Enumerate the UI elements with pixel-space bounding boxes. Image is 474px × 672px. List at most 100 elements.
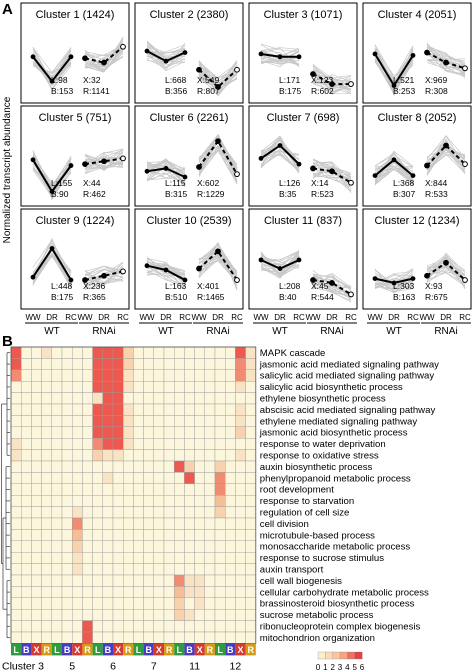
heatmap-cell bbox=[31, 529, 42, 542]
heatmap-cell bbox=[194, 506, 206, 519]
heatmap-cell bbox=[214, 346, 226, 359]
heatmap-cell bbox=[102, 438, 114, 450]
heatmap-cell bbox=[61, 438, 73, 450]
profile-line bbox=[260, 252, 300, 262]
heatmap-cell bbox=[194, 563, 206, 576]
heatmap-cell bbox=[245, 540, 257, 553]
x-tick-label: WW bbox=[191, 313, 207, 322]
heatmap-cell bbox=[112, 449, 124, 462]
heatmap-cell bbox=[10, 506, 22, 519]
rnai-mean-point bbox=[196, 164, 202, 170]
heatmap-cell bbox=[21, 483, 32, 496]
x-tick-label: DR bbox=[274, 313, 286, 322]
heatmap-cell bbox=[92, 381, 103, 393]
heatmap-cell bbox=[224, 563, 236, 576]
column-letter-box bbox=[62, 643, 73, 656]
heatmap-cluster-labels: Cluster 3 5 6 7 11 12 bbox=[2, 660, 241, 672]
heatmap-cell bbox=[214, 415, 226, 427]
wt-mean-point bbox=[68, 277, 74, 283]
heatmap-cell bbox=[143, 460, 155, 473]
heatmap-cell bbox=[224, 620, 236, 633]
heatmap-cell bbox=[163, 346, 175, 359]
heatmap-cell bbox=[10, 517, 22, 530]
heatmap-cell bbox=[112, 586, 124, 599]
heatmap-cell bbox=[133, 620, 144, 633]
heatmap-cell bbox=[92, 620, 103, 633]
heatmap-cell bbox=[173, 529, 185, 542]
x-tick-label: RC bbox=[459, 313, 471, 322]
heatmap-cell bbox=[122, 381, 134, 393]
heatmap-cell bbox=[245, 529, 257, 542]
column-letter: L bbox=[54, 645, 60, 655]
heatmap-cell bbox=[235, 597, 246, 610]
heatmap-cell bbox=[71, 574, 83, 587]
heatmap-cell bbox=[224, 529, 236, 542]
heatmap-cell bbox=[61, 381, 73, 393]
legend-swatch bbox=[317, 651, 326, 660]
row-label: root development bbox=[260, 485, 334, 496]
profile-line bbox=[260, 47, 300, 51]
heatmap-cell bbox=[61, 563, 73, 576]
x-tick-label: WW bbox=[419, 313, 435, 322]
heatmap-cell bbox=[204, 358, 216, 370]
cluster-stat: L:521 bbox=[393, 75, 415, 85]
rnai-mean-point bbox=[462, 161, 468, 168]
profile-line bbox=[312, 63, 352, 95]
cluster-frame bbox=[362, 2, 472, 104]
heatmap-cell bbox=[153, 483, 165, 496]
heatmap-cell bbox=[173, 415, 185, 427]
profile-line bbox=[198, 242, 238, 281]
column-letter-box bbox=[153, 643, 164, 656]
row-label: cell division bbox=[260, 519, 309, 530]
heatmap-cell bbox=[143, 631, 155, 644]
profile-line bbox=[374, 270, 414, 287]
profile-line bbox=[260, 137, 300, 172]
group-label: RNAi bbox=[92, 326, 115, 337]
heatmap-cell bbox=[153, 540, 165, 553]
heatmap-cell bbox=[122, 472, 134, 484]
profile-line bbox=[84, 44, 124, 73]
column-letter: R bbox=[166, 645, 173, 655]
cluster-stat: L:115 bbox=[165, 178, 186, 188]
wt-mean-point bbox=[258, 257, 264, 263]
column-letter: L bbox=[95, 645, 101, 655]
heatmap-cell bbox=[82, 506, 93, 519]
heatmap-cell bbox=[122, 563, 134, 576]
heatmap-cell bbox=[41, 403, 52, 416]
profile-line bbox=[260, 50, 300, 63]
heatmap-cell bbox=[102, 495, 114, 507]
heatmap-cell bbox=[214, 529, 226, 542]
heatmap-cell bbox=[204, 609, 216, 621]
heatmap-cell bbox=[224, 574, 236, 587]
rnai-mean-point bbox=[215, 84, 221, 90]
x-tick-label: WW bbox=[139, 313, 155, 322]
rnai-mean-point bbox=[234, 66, 240, 73]
rnai-mean-point bbox=[329, 81, 335, 87]
heatmap-cell bbox=[10, 574, 22, 587]
rnai-mean-line bbox=[426, 144, 466, 167]
heatmap-cell bbox=[133, 517, 144, 530]
heatmap-cell bbox=[41, 506, 52, 519]
cluster-stat: B:90 bbox=[51, 189, 69, 199]
heatmap-cell bbox=[31, 403, 42, 416]
heatmap-cell bbox=[61, 517, 73, 530]
heatmap-cell bbox=[214, 586, 226, 599]
heatmap-cell bbox=[163, 586, 175, 599]
profile-line bbox=[32, 156, 72, 187]
heatmap-cell bbox=[194, 472, 206, 484]
profile-line bbox=[84, 265, 124, 274]
profile-line bbox=[312, 65, 352, 81]
heatmap-cell bbox=[122, 574, 134, 587]
profile-line bbox=[84, 52, 124, 72]
wt-mean-point bbox=[391, 157, 397, 163]
heatmap-cell bbox=[224, 631, 236, 644]
heatmap-cell bbox=[41, 529, 52, 542]
column-letter-box bbox=[21, 643, 32, 656]
heatmap-cell bbox=[153, 529, 165, 542]
heatmap-cell bbox=[21, 620, 32, 633]
column-letter-box bbox=[92, 643, 103, 656]
heatmap-cell bbox=[184, 358, 195, 370]
heatmap-cell bbox=[61, 415, 73, 427]
wt-mean-point bbox=[391, 280, 397, 286]
heatmap-cell bbox=[10, 346, 22, 359]
